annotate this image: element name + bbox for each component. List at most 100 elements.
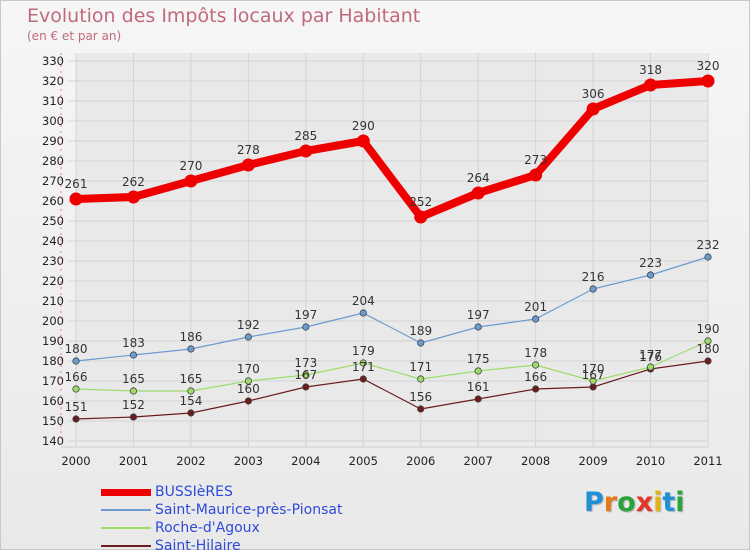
series-line xyxy=(75,256,709,362)
data-label: 156 xyxy=(409,390,432,404)
x-tick-label: 2011 xyxy=(693,454,722,468)
data-label: 186 xyxy=(179,330,202,344)
y-tick-label: 160 xyxy=(42,394,64,408)
data-label: 175 xyxy=(467,352,490,366)
data-label: 151 xyxy=(65,400,88,414)
y-tick-label: 230 xyxy=(42,254,64,268)
data-point xyxy=(586,102,600,116)
data-point xyxy=(646,271,655,279)
data-point xyxy=(72,385,80,393)
data-point xyxy=(244,377,252,385)
data-label: 216 xyxy=(582,270,605,284)
legend-label: Roche-d'Agoux xyxy=(155,520,260,536)
data-point xyxy=(72,357,80,365)
x-tick-label: 2009 xyxy=(578,454,607,468)
data-label: 204 xyxy=(352,294,375,308)
proxiti-logo: Proxiti xyxy=(584,487,685,518)
data-label: 290 xyxy=(352,119,375,133)
x-tick-label: 2001 xyxy=(119,454,148,468)
legend-label: Saint-Maurice-près-Pionsat xyxy=(155,502,343,518)
x-tick-label: 2005 xyxy=(349,454,378,468)
data-point xyxy=(474,367,482,375)
x-tick-label: 2002 xyxy=(176,454,205,468)
data-label: 252 xyxy=(409,195,432,209)
data-point xyxy=(359,309,367,317)
legend-swatch xyxy=(101,527,151,529)
data-point xyxy=(646,363,655,371)
data-point xyxy=(359,359,367,367)
data-point xyxy=(704,253,712,261)
legend-swatch xyxy=(101,489,151,496)
data-point xyxy=(532,385,540,393)
data-point xyxy=(474,395,482,403)
data-label: 192 xyxy=(237,318,260,332)
data-point xyxy=(129,413,138,421)
data-label: 173 xyxy=(294,356,317,370)
data-label: 189 xyxy=(409,324,432,338)
data-label: 170 xyxy=(237,362,260,376)
data-point xyxy=(589,285,597,293)
data-label: 197 xyxy=(467,308,490,322)
data-label: 179 xyxy=(352,344,375,358)
data-point xyxy=(356,134,370,148)
y-tick-label: 240 xyxy=(42,234,64,248)
data-label: 306 xyxy=(582,87,605,101)
y-tick-label: 280 xyxy=(42,154,64,168)
data-label: 285 xyxy=(294,129,317,143)
data-label: 171 xyxy=(352,360,375,374)
data-point xyxy=(644,78,658,92)
data-point xyxy=(302,323,310,331)
y-tick-label: 210 xyxy=(42,294,64,308)
legend-swatch xyxy=(101,509,151,511)
data-point xyxy=(532,315,540,323)
data-point xyxy=(704,337,712,345)
data-label: 183 xyxy=(122,336,145,350)
data-label: 152 xyxy=(122,398,145,412)
data-point xyxy=(417,375,425,383)
x-tick-label: 2007 xyxy=(464,454,493,468)
data-point xyxy=(359,375,367,383)
x-tick-label: 2003 xyxy=(234,454,263,468)
y-tick-label: 270 xyxy=(42,174,64,188)
logo-letter: P xyxy=(584,487,604,518)
data-point xyxy=(72,415,80,423)
data-label: 154 xyxy=(179,394,202,408)
logo-letter: i xyxy=(675,487,685,518)
data-label: 178 xyxy=(524,346,547,360)
logo-letter: x xyxy=(635,487,654,518)
data-label: 176 xyxy=(639,350,662,364)
data-label: 264 xyxy=(467,171,490,185)
y-tick-label: 330 xyxy=(42,54,64,68)
data-label: 170 xyxy=(582,362,605,376)
data-label: 270 xyxy=(179,159,202,173)
legend-swatch xyxy=(101,545,151,547)
data-point xyxy=(244,397,252,405)
legend-label: Saint-Hilaire xyxy=(155,538,241,554)
data-label: 262 xyxy=(122,175,145,189)
data-label: 161 xyxy=(467,380,490,394)
data-point xyxy=(299,144,313,158)
y-tick-label: 300 xyxy=(42,114,64,128)
data-label: 167 xyxy=(582,368,605,382)
data-point xyxy=(126,190,140,204)
data-point xyxy=(532,361,540,369)
data-point xyxy=(474,323,482,331)
data-point xyxy=(241,158,255,172)
data-point xyxy=(129,387,138,395)
y-tick-label: 220 xyxy=(42,274,64,288)
data-label: 261 xyxy=(65,177,88,191)
logo-letter: o xyxy=(617,487,636,518)
data-label: 223 xyxy=(639,256,662,270)
data-label: 278 xyxy=(237,143,260,157)
data-point xyxy=(129,351,138,359)
data-label: 166 xyxy=(524,370,547,384)
data-label: 167 xyxy=(294,368,317,382)
data-point xyxy=(417,339,425,347)
data-point xyxy=(187,387,195,395)
data-label: 180 xyxy=(697,342,720,356)
x-tick-label: 2004 xyxy=(291,454,320,468)
x-tick-label: 2000 xyxy=(61,454,90,468)
data-label: 171 xyxy=(409,360,432,374)
data-point xyxy=(187,409,195,417)
